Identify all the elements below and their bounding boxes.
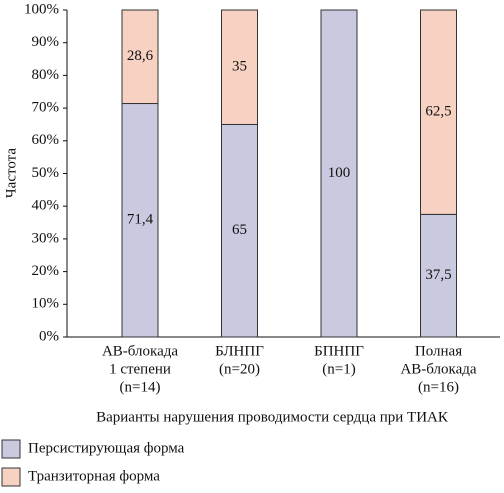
- y-axis-label: Частота: [3, 148, 19, 198]
- value-label: 71,4: [127, 212, 154, 228]
- x-tick-label: Полная: [415, 343, 462, 359]
- x-axis-label: Варианты нарушения проводимости сердца п…: [96, 409, 449, 425]
- y-tick-label: 20%: [32, 263, 60, 279]
- bar-segment: [121, 103, 159, 338]
- y-tick-label: 40%: [32, 198, 60, 214]
- y-tick-label: 30%: [32, 230, 60, 246]
- y-tick-label: 60%: [32, 132, 60, 148]
- legend-swatch: [1, 439, 21, 459]
- y-tick-label: 50%: [32, 165, 60, 181]
- value-label: 35: [232, 59, 247, 75]
- y-tick-label: 90%: [32, 34, 60, 50]
- bar-segment: [420, 213, 457, 338]
- legend-label: Транзиторная форма: [28, 468, 160, 484]
- bar-segment: [221, 9, 258, 125]
- x-tick-label: (n=20): [219, 361, 260, 377]
- y-tick-label: 100%: [24, 1, 59, 17]
- x-tick-label: (n=16): [418, 379, 459, 395]
- bar-segment: [420, 9, 457, 215]
- x-tick-label: (n=14): [120, 379, 161, 395]
- x-tick-label: АВ-блокада: [102, 343, 178, 359]
- bar-segment: [121, 9, 159, 105]
- x-tick-label: БПНПГ: [314, 343, 364, 359]
- y-tick-label: 0%: [39, 328, 59, 344]
- x-tick-label: БЛНПГ: [215, 343, 264, 359]
- legend-label: Персистирующая форма: [28, 440, 185, 456]
- value-label: 28,6: [127, 48, 154, 64]
- value-label: 62,5: [425, 104, 451, 120]
- x-tick-label: 1 степени: [109, 361, 171, 377]
- value-label: 37,5: [425, 267, 451, 283]
- y-tick-label: 80%: [32, 67, 60, 83]
- value-label: 100: [328, 165, 351, 181]
- value-label: 65: [232, 222, 247, 238]
- y-tick-label: 70%: [32, 100, 60, 116]
- bar-segment: [320, 9, 358, 338]
- x-tick-label: (n=1): [322, 361, 355, 377]
- y-tick-label: 10%: [32, 296, 60, 312]
- bar-segment: [221, 123, 258, 338]
- x-tick-label: АВ-блокада: [400, 361, 476, 377]
- legend-swatch: [1, 467, 21, 487]
